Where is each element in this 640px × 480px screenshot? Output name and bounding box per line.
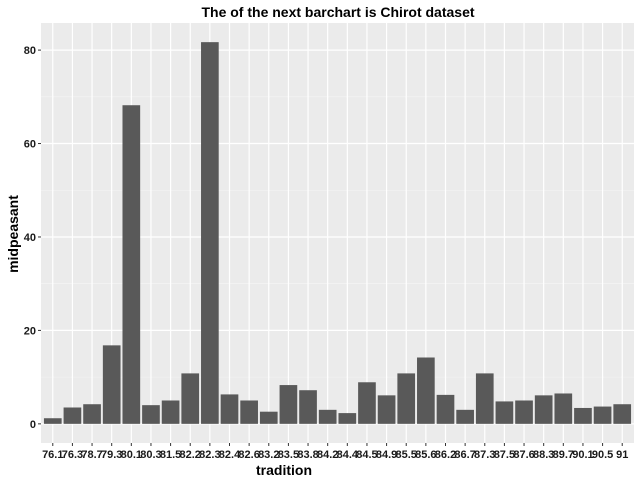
x-tick-label: 76.3 xyxy=(62,449,83,461)
bar-87.3 xyxy=(475,373,494,424)
bar-81.5 xyxy=(161,400,180,424)
bar-85.6 xyxy=(417,357,435,424)
bar-79.3 xyxy=(102,345,121,424)
y-tick-label: 80 xyxy=(24,45,36,57)
y-tick-label: 20 xyxy=(24,325,36,337)
bar-80.1 xyxy=(122,105,141,424)
bar-88.3 xyxy=(534,395,553,424)
bar-82.3 xyxy=(201,42,219,424)
y-axis: 0 20 40 60 80 xyxy=(24,45,41,431)
y-tick-label: 40 xyxy=(24,232,36,244)
bar-84.2 xyxy=(318,409,337,424)
y-axis-title: midpeasant xyxy=(5,195,21,273)
bar-76.3 xyxy=(63,407,82,424)
x-tick-label: 88.3 xyxy=(533,449,554,461)
bar-87.6 xyxy=(515,400,533,424)
bar-90.1 xyxy=(574,407,592,424)
x-axis-title: tradition xyxy=(256,462,312,478)
bar-80.3 xyxy=(142,405,160,424)
bars xyxy=(43,42,632,424)
bar-82.4 xyxy=(220,394,239,424)
bar-89.7 xyxy=(554,393,573,424)
x-tick-label: 82.2 xyxy=(180,449,201,461)
x-tick-label: 82.4 xyxy=(219,449,241,461)
x-tick-label: 89.7 xyxy=(553,449,574,461)
bar-86.7 xyxy=(456,409,474,424)
x-tick-label: 83.2 xyxy=(258,449,279,461)
x-tick-label: 86.7 xyxy=(454,449,475,461)
x-tick-label: 87.3 xyxy=(474,449,495,461)
x-tick-label: 82.3 xyxy=(199,449,220,461)
y-tick-label: 0 xyxy=(30,419,36,431)
x-tick-label: 78.7 xyxy=(81,449,102,461)
bar-90.5 xyxy=(593,406,612,424)
y-tick-label: 60 xyxy=(24,139,36,151)
x-tick-label: 91 xyxy=(616,449,628,461)
x-tick-label: 87.5 xyxy=(494,449,515,461)
bar-82.6 xyxy=(240,400,258,424)
x-tick-label: 84.4 xyxy=(337,449,359,461)
x-tick-label: 87.6 xyxy=(513,449,534,461)
bar-83.8 xyxy=(299,390,317,424)
bar-82.2 xyxy=(181,373,200,424)
bar-83.2 xyxy=(259,411,278,424)
bar-78.7 xyxy=(83,404,101,424)
bar-84.9 xyxy=(377,395,396,424)
x-tick-label: 76.1 xyxy=(42,449,63,461)
bar-84.5 xyxy=(358,382,376,424)
x-tick-label: 84.9 xyxy=(376,449,397,461)
x-tick-label: 82.6 xyxy=(238,449,259,461)
bar-85.5 xyxy=(397,373,416,424)
x-tick-label: 86.2 xyxy=(435,449,456,461)
x-tick-label: 81.5 xyxy=(160,449,181,461)
x-tick-label: 83.8 xyxy=(297,449,318,461)
chart-title: The of the next barchart is Chirot datas… xyxy=(201,4,474,20)
x-tick-label: 80.1 xyxy=(121,449,142,461)
x-tick-label: 84.2 xyxy=(317,449,338,461)
bar-91 xyxy=(613,404,632,424)
bar-76.1 xyxy=(43,418,62,424)
x-tick-label: 90.5 xyxy=(592,449,613,461)
bar-84.4 xyxy=(338,413,357,424)
x-tick-label: 80.3 xyxy=(140,449,161,461)
x-tick-label: 83.5 xyxy=(278,449,299,461)
x-axis: 76.176.378.779.380.180.381.582.282.382.4… xyxy=(42,443,628,461)
x-tick-label: 85.5 xyxy=(396,449,417,461)
bar-83.5 xyxy=(279,385,298,424)
x-tick-label: 90.1 xyxy=(572,449,593,461)
bar-87.5 xyxy=(495,401,514,424)
x-tick-label: 79.3 xyxy=(101,449,122,461)
x-tick-label: 84.5 xyxy=(356,449,377,461)
bar-86.2 xyxy=(436,394,455,424)
x-tick-label: 85.6 xyxy=(415,449,436,461)
